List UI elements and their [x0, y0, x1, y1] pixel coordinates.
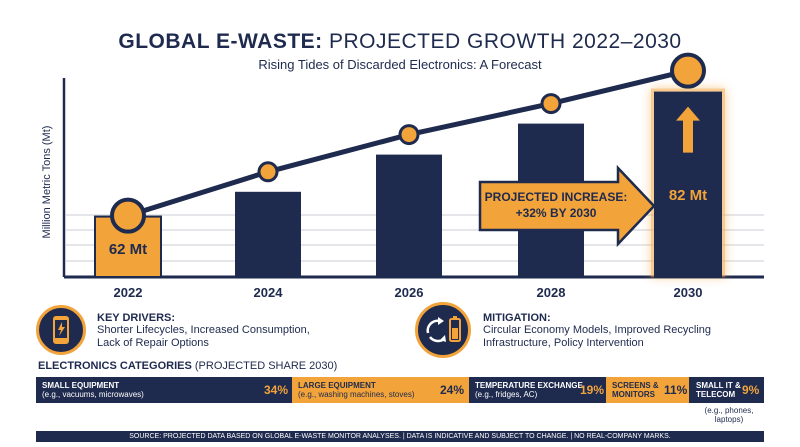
y-axis-label: Million Metric Tons (Mt) — [41, 126, 53, 239]
trend-point-2030 — [670, 52, 706, 89]
category-sub: (e.g., fridges, AC) — [475, 390, 538, 399]
category-temperature-exchange: TEMPERATURE EXCHANGE (e.g., fridges, AC)… — [469, 377, 606, 403]
mitigation-text-1: Circular Economy Models, Improved Recycl… — [483, 324, 712, 336]
category-name: SMALL EQUIPMENT — [42, 381, 120, 390]
mitigation-text-2: Infrastructure, Policy Intervention — [483, 337, 644, 349]
category-name-2: TELECOM — [696, 390, 736, 399]
category-sub-2: laptops) — [714, 415, 744, 424]
trend-point-2022 — [110, 197, 146, 234]
trend-point-2028 — [540, 93, 562, 115]
category-pct: 9% — [742, 383, 760, 397]
projection-callout: PROJECTED INCREASE: +32% BY 2030 — [478, 164, 656, 248]
category-small-equipment: SMALL EQUIPMENT (e.g., vacuums, microwav… — [36, 377, 292, 403]
categories-heading: ELECTRONICS CATEGORIES (PROJECTED SHARE … — [38, 360, 337, 372]
category-sub: (e.g., vacuums, microwaves) — [42, 390, 144, 399]
data-label: 62 Mt — [109, 241, 147, 258]
category-name: LARGE EQUIPMENT — [298, 381, 376, 390]
key-drivers-text-1: Shorter Lifecycles, Increased Consumptio… — [97, 324, 310, 336]
source-footer: SOURCE: PROJECTED DATA BASED ON GLOBAL E… — [36, 431, 764, 442]
x-tick-label: 2030 — [674, 285, 703, 300]
bar-2024 — [235, 191, 301, 277]
category-name-1: SCREENS & — [612, 381, 659, 390]
category-pct: 34% — [264, 383, 289, 397]
trend-point-2026 — [398, 124, 420, 146]
categories-heading-bold: ELECTRONICS CATEGORIES — [38, 360, 192, 372]
recycle-battery-icon — [426, 316, 461, 343]
trend-point-2024 — [257, 161, 279, 183]
mitigation-title: MITIGATION: — [483, 312, 551, 324]
x-tick-label: 2026 — [395, 285, 424, 300]
data-label: 82 Mt — [669, 187, 707, 204]
category-pct: 24% — [440, 383, 465, 397]
category-name-1: SMALL IT & — [696, 381, 741, 390]
category-sub-1: (e.g., phones, — [704, 406, 754, 415]
category-small-it-telecom: SMALL IT & TELECOM 9% — [689, 377, 764, 403]
category-large-equipment: LARGE EQUIPMENT (e.g., washing machines,… — [292, 377, 469, 403]
page-subtitle: Rising Tides of Discarded Electronics: A… — [258, 57, 542, 72]
x-tick-label: 2022 — [114, 285, 143, 300]
category-small-it-sub: (e.g., phones, laptops) — [703, 406, 755, 424]
category-sub: (e.g., washing machines, stoves) — [298, 390, 415, 399]
title-bold: GLOBAL E-WASTE: — [118, 30, 323, 53]
bar-2026 — [376, 154, 442, 277]
category-name-2: MONITORS — [612, 390, 655, 399]
category-pct: 19% — [580, 383, 605, 397]
callout-arrow-shape — [478, 164, 656, 248]
title-rest: PROJECTED GROWTH 2022–2030 — [329, 30, 682, 53]
callout-line2: +32% BY 2030 — [516, 206, 597, 220]
key-drivers-title: KEY DRIVERS: — [97, 312, 176, 324]
callout-line1: PROJECTED INCREASE: — [485, 190, 628, 204]
key-drivers-text-2: Lack of Repair Options — [97, 337, 209, 349]
smartphone-icon — [53, 316, 69, 344]
page-title: GLOBAL E-WASTE: PROJECTED GROWTH 2022–20… — [0, 30, 800, 54]
category-pct: 11% — [664, 383, 688, 397]
ewaste-bar-chart: Million Metric Tons (Mt) 2022 62 Mt 2024 20… — [41, 52, 764, 300]
growth-arrow-icon — [676, 106, 700, 153]
key-drivers-icon-circle — [36, 305, 86, 355]
category-name: TEMPERATURE EXCHANGE — [475, 381, 583, 390]
bar-2030 — [654, 91, 722, 278]
x-tick-label: 2028 — [537, 285, 566, 300]
categories-heading-rest: (PROJECTED SHARE 2030) — [194, 360, 338, 372]
category-screens-monitors: SCREENS & MONITORS 11% — [606, 377, 689, 403]
mitigation-icon-circle — [415, 302, 471, 358]
x-tick-label: 2024 — [254, 285, 284, 300]
